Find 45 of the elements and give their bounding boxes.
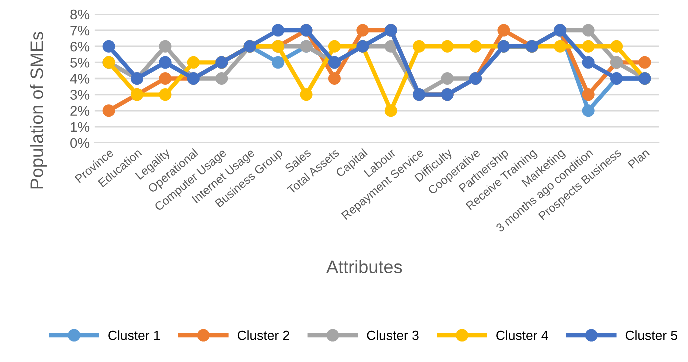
y-tick-label: 8% — [70, 10, 90, 20]
y-tick-label: 7% — [70, 26, 90, 36]
legend-label: Cluster 1 — [108, 330, 160, 340]
point — [102, 40, 116, 53]
legend-label: Cluster 2 — [238, 330, 290, 340]
point — [300, 88, 313, 102]
point — [216, 72, 228, 85]
y-tick-label: 4% — [70, 74, 90, 84]
point — [498, 24, 510, 37]
point — [582, 24, 595, 37]
point — [582, 40, 595, 53]
point — [159, 88, 172, 102]
point — [582, 104, 595, 118]
y-tick-label: 6% — [70, 42, 90, 52]
point — [328, 72, 341, 85]
point — [272, 24, 285, 37]
point — [384, 40, 398, 53]
point — [610, 40, 624, 53]
point — [102, 104, 116, 118]
point — [470, 40, 482, 53]
point — [272, 56, 285, 69]
point — [384, 104, 398, 118]
point — [441, 72, 454, 85]
y-tick-label: 1% — [71, 122, 90, 132]
point — [582, 88, 595, 102]
point — [159, 72, 172, 85]
x-axis-title: Attributes — [326, 260, 402, 274]
y-tick-label: 2% — [70, 106, 90, 116]
legend-label: Cluster 5 — [626, 330, 678, 340]
y-tick-label: 5% — [70, 58, 90, 68]
point — [582, 56, 595, 69]
point — [554, 40, 567, 53]
point — [187, 56, 200, 69]
x-tick-label: Plan — [628, 148, 650, 170]
legend-label: Cluster 4 — [496, 330, 548, 340]
legend-label: Cluster 3 — [367, 330, 419, 340]
point — [413, 40, 426, 53]
y-tick-label: 3% — [70, 90, 90, 100]
point — [356, 24, 370, 37]
point — [159, 40, 172, 53]
y-tick-label: 0% — [70, 138, 90, 148]
point — [441, 40, 454, 53]
point — [638, 56, 652, 69]
point — [328, 40, 341, 53]
y-axis-title: Population of SMEs — [30, 32, 47, 189]
